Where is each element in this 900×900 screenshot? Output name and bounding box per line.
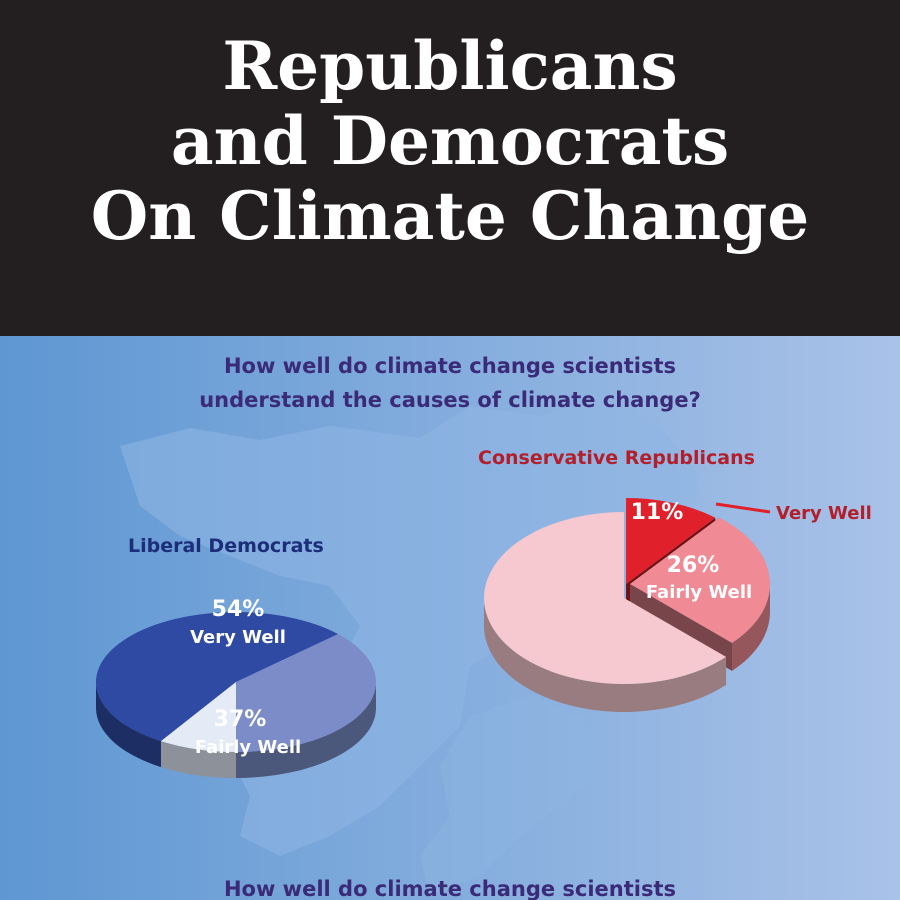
question-2-line-1: How well do climate change scientists [223, 877, 677, 900]
dem-slice-very-well [96, 612, 339, 742]
title-line-1: Republicans [222, 27, 678, 105]
dem-slice-side-0 [96, 682, 161, 768]
question-1-line-2: understand the causes of climate change? [199, 388, 701, 412]
rep-slice-very-well [626, 498, 716, 584]
dem-slice-side-1 [236, 682, 376, 778]
dem-fairly-well-pct: 37% [214, 707, 267, 732]
rep-very-well-leader [715, 502, 771, 514]
rep-fairly-well-pct: 26% [667, 553, 720, 578]
dem-very-well-pct: 54% [212, 597, 265, 622]
dem-slice-side-2 [160, 741, 236, 778]
question-1-line-1: How well do climate change scientists [223, 354, 677, 378]
dem-slice-other [160, 682, 236, 752]
rep-slice-side-1 [732, 584, 770, 671]
dem-fairly-well-label: Fairly Well [195, 737, 301, 758]
rep-very-well-label: Very Well [776, 503, 872, 524]
chart-area: How well do climate change scientists un… [0, 336, 900, 900]
rep-slice-other [483, 512, 727, 684]
dem-very-well-label: Very Well [190, 627, 286, 648]
map-landmass-2 [420, 696, 600, 896]
title-line-2: and Democrats [170, 102, 730, 180]
rep-very-well-pct: 11% [631, 500, 684, 525]
rep-fairly-well-label: Fairly Well [646, 582, 752, 603]
title-line-3: On Climate Change [90, 177, 810, 255]
rep-slice-side-2 [484, 598, 727, 712]
header: Republicans and Democrats On Climate Cha… [0, 0, 900, 336]
dem-group-label: Liberal Democrats [128, 535, 324, 557]
rep-group-label: Conservative Republicans [478, 447, 755, 469]
rep-slice-fairly-well [629, 517, 770, 643]
dem-slice-fairly-well [236, 634, 377, 752]
pie-charts: 54% Very Well 37% Fairly Well 11% Very Well 26… [96, 498, 872, 778]
